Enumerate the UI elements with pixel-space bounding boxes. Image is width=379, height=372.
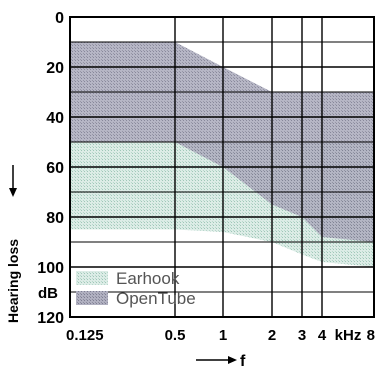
- x-tick-label: 3: [298, 327, 306, 344]
- x-axis-arrow-label: f: [240, 353, 246, 370]
- y-tick-labels: 0 20 40 60 80 100 120: [37, 10, 64, 327]
- x-unit-label: kHz: [335, 327, 362, 344]
- y-unit-label: dB: [38, 285, 58, 302]
- x-axis-arrow: f: [196, 353, 246, 370]
- x-axis-arrow-head: [228, 356, 237, 364]
- area-layer: [70, 42, 374, 267]
- x-tick-label: 4: [318, 327, 327, 344]
- y-tick-label: 100: [37, 260, 64, 277]
- legend-label-opentube: OpenTube: [116, 289, 196, 308]
- y-axis-title: Hearing loss: [5, 165, 21, 323]
- y-tick-label: 40: [46, 110, 64, 127]
- legend-swatch-opentube: [76, 291, 108, 305]
- y-tick-label: 60: [46, 160, 64, 177]
- x-tick-label: 8: [367, 327, 375, 344]
- y-axis-arrow-head: [9, 188, 17, 197]
- y-axis-label: Hearing loss: [5, 239, 21, 323]
- x-tick-label: 0.125: [66, 327, 104, 344]
- y-tick-label: 20: [46, 60, 64, 77]
- y-tick-label: 120: [37, 310, 64, 327]
- x-tick-label: 2: [268, 327, 276, 344]
- legend-label-earhook: Earhook: [116, 269, 180, 288]
- x-tick-label: 0.5: [165, 327, 186, 344]
- legend-swatch-earhook: [76, 271, 108, 285]
- plot-frame: [69, 16, 375, 318]
- x-tick-label: 1: [219, 327, 227, 344]
- x-tick-labels: 0.125 0.5 1 2 3 4 8: [66, 327, 375, 344]
- y-tick-label: 80: [46, 210, 64, 227]
- y-tick-label: 0: [55, 10, 64, 27]
